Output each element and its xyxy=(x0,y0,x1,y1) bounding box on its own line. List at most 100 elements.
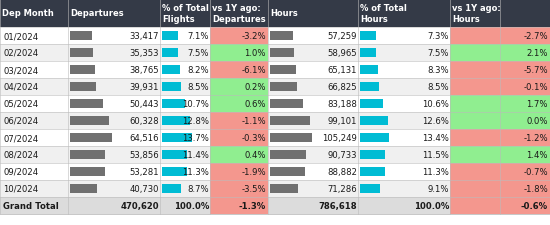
Text: 35,353: 35,353 xyxy=(129,49,159,58)
Text: 12.6%: 12.6% xyxy=(422,117,449,126)
Text: -5.7%: -5.7% xyxy=(524,66,548,75)
Text: 0.6%: 0.6% xyxy=(245,99,266,108)
Text: 11.5%: 11.5% xyxy=(422,150,449,159)
Text: -3.5%: -3.5% xyxy=(241,184,266,193)
Text: 11.4%: 11.4% xyxy=(182,150,209,159)
Bar xyxy=(210,163,268,180)
Bar xyxy=(270,184,299,193)
Text: 10.6%: 10.6% xyxy=(422,99,449,108)
Bar xyxy=(450,197,550,214)
Text: -0.1%: -0.1% xyxy=(524,83,548,92)
Bar xyxy=(162,83,180,92)
Bar xyxy=(450,146,550,163)
Text: 04/2024: 04/2024 xyxy=(3,83,38,92)
Text: 786,618: 786,618 xyxy=(318,201,357,210)
Bar xyxy=(360,66,378,75)
Text: 50,443: 50,443 xyxy=(129,99,159,108)
Bar xyxy=(162,167,187,176)
Bar xyxy=(162,184,181,193)
Bar xyxy=(270,167,305,176)
Bar xyxy=(162,117,190,125)
Text: Grand Total: Grand Total xyxy=(3,201,59,210)
Text: Hours: Hours xyxy=(270,9,298,18)
Bar xyxy=(210,45,268,62)
Text: 57,259: 57,259 xyxy=(327,32,357,41)
Text: 0.0%: 0.0% xyxy=(526,117,548,126)
Text: 66,825: 66,825 xyxy=(327,83,357,92)
Text: 7.1%: 7.1% xyxy=(188,32,209,41)
Bar xyxy=(0,96,550,112)
Bar xyxy=(210,79,268,96)
Bar xyxy=(0,28,550,45)
Text: 08/2024: 08/2024 xyxy=(3,150,38,159)
Bar xyxy=(0,0,550,28)
Bar xyxy=(360,167,385,176)
Text: 88,882: 88,882 xyxy=(327,167,357,176)
Bar xyxy=(70,133,112,142)
Text: 01/2024: 01/2024 xyxy=(3,32,38,41)
Text: Departures: Departures xyxy=(70,9,124,18)
Bar xyxy=(70,83,96,92)
Bar xyxy=(0,180,550,197)
Bar xyxy=(210,197,268,214)
Bar xyxy=(450,45,550,62)
Bar xyxy=(162,32,178,41)
Bar xyxy=(162,133,192,142)
Text: % of Total
Hours: % of Total Hours xyxy=(360,4,407,24)
Bar xyxy=(162,49,178,58)
Bar xyxy=(210,112,268,129)
Text: 1.4%: 1.4% xyxy=(526,150,548,159)
Text: 13.7%: 13.7% xyxy=(182,133,209,142)
Bar xyxy=(210,129,268,146)
Text: 7.5%: 7.5% xyxy=(427,49,449,58)
Text: 02/2024: 02/2024 xyxy=(3,49,38,58)
Bar xyxy=(450,112,550,129)
Bar xyxy=(162,100,185,108)
Bar xyxy=(0,112,550,129)
Bar xyxy=(70,167,104,176)
Bar xyxy=(210,62,268,79)
Bar xyxy=(450,62,550,79)
Bar xyxy=(450,129,550,146)
Bar xyxy=(270,150,306,159)
Text: 1.0%: 1.0% xyxy=(245,49,266,58)
Bar xyxy=(360,32,376,41)
Text: 8.5%: 8.5% xyxy=(188,83,209,92)
Text: % of Total
Flights: % of Total Flights xyxy=(162,4,209,24)
Text: -1.9%: -1.9% xyxy=(241,167,266,176)
Bar xyxy=(70,100,103,108)
Text: 11.3%: 11.3% xyxy=(182,167,209,176)
Text: 65,131: 65,131 xyxy=(327,66,357,75)
Text: 38,765: 38,765 xyxy=(129,66,159,75)
Text: 1.7%: 1.7% xyxy=(526,99,548,108)
Text: 60,328: 60,328 xyxy=(129,117,159,126)
Bar xyxy=(210,146,268,163)
Bar xyxy=(70,117,109,125)
Text: vs 1Y ago:
Departures: vs 1Y ago: Departures xyxy=(212,4,266,24)
Bar xyxy=(360,184,380,193)
Text: 470,620: 470,620 xyxy=(120,201,159,210)
Bar xyxy=(70,32,92,41)
Bar xyxy=(450,28,550,45)
Bar xyxy=(360,117,388,125)
Text: -3.2%: -3.2% xyxy=(241,32,266,41)
Text: 39,931: 39,931 xyxy=(129,83,159,92)
Text: 9.1%: 9.1% xyxy=(427,184,449,193)
Bar xyxy=(70,49,93,58)
Bar xyxy=(450,96,550,112)
Bar xyxy=(270,100,303,108)
Text: 8.2%: 8.2% xyxy=(188,66,209,75)
Text: 10.7%: 10.7% xyxy=(182,99,209,108)
Bar xyxy=(360,83,378,92)
Text: 06/2024: 06/2024 xyxy=(3,117,38,126)
Bar xyxy=(270,49,294,58)
Text: 100.0%: 100.0% xyxy=(174,201,209,210)
Text: 99,101: 99,101 xyxy=(327,117,357,126)
Text: -0.6%: -0.6% xyxy=(521,201,548,210)
Text: 03/2024: 03/2024 xyxy=(3,66,38,75)
Bar xyxy=(270,32,293,41)
Bar xyxy=(360,100,383,108)
Text: -0.7%: -0.7% xyxy=(524,167,548,176)
Bar xyxy=(360,49,376,58)
Text: -1.8%: -1.8% xyxy=(523,184,548,193)
